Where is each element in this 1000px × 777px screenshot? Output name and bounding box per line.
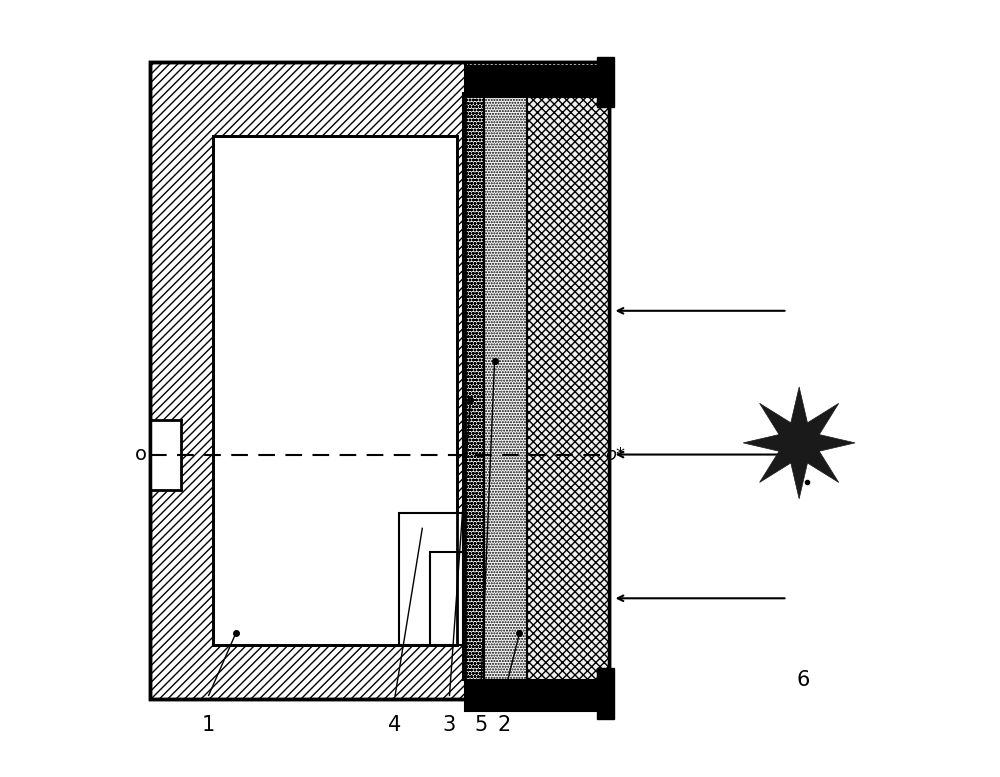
- Text: 3: 3: [443, 715, 456, 735]
- Text: 6: 6: [796, 670, 810, 690]
- Bar: [597, 668, 614, 719]
- Text: 5: 5: [474, 715, 487, 735]
- Bar: [465, 62, 609, 699]
- Text: o: o: [135, 445, 147, 464]
- Bar: [597, 57, 614, 107]
- Text: 2: 2: [497, 715, 511, 735]
- Bar: [463, 93, 484, 680]
- Bar: [150, 62, 609, 699]
- Bar: [465, 680, 609, 711]
- Bar: [399, 513, 463, 645]
- Text: 1: 1: [202, 715, 215, 735]
- Text: o*: o*: [605, 445, 625, 464]
- Bar: [430, 552, 463, 645]
- Bar: [213, 136, 457, 645]
- Bar: [465, 62, 609, 699]
- Polygon shape: [743, 387, 855, 499]
- Bar: [150, 420, 181, 490]
- Bar: [213, 136, 457, 645]
- Bar: [482, 93, 527, 680]
- Text: 4: 4: [388, 715, 402, 735]
- Bar: [150, 62, 609, 699]
- Bar: [465, 66, 609, 97]
